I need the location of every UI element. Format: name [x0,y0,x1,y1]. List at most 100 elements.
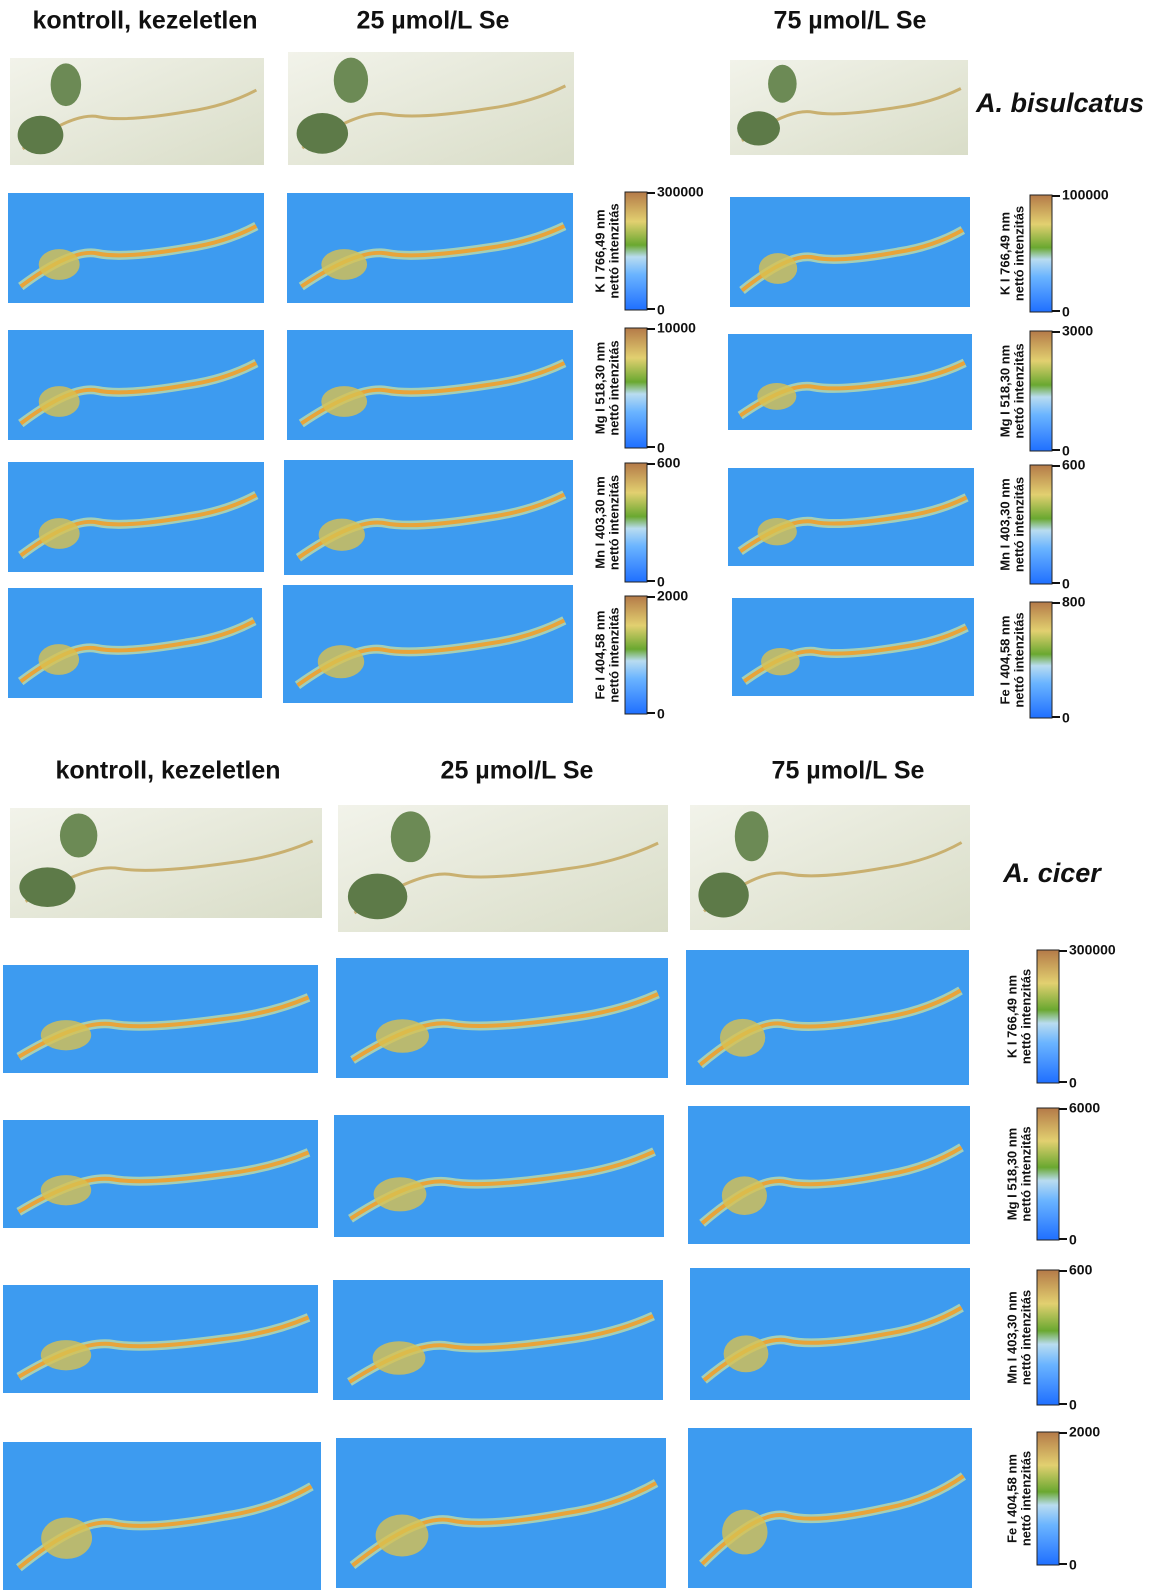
colorbar-max: 300000 [657,184,704,200]
colorbar-label: K I 766,49 nm [1004,975,1019,1058]
intensity-map [287,193,573,303]
leaf [698,873,748,918]
intensity-map [3,1442,321,1590]
colorbar-max: 600 [1069,1262,1093,1278]
map-background [336,1438,666,1588]
leaf [334,58,368,103]
colorbar-min: 0 [1062,710,1070,726]
intensity-map [8,193,264,303]
intensity-map [732,598,974,696]
map-background [728,468,974,566]
map-background [8,330,264,440]
intensity-map [688,1428,972,1588]
intensity-map [3,1120,318,1228]
map-hotspot [759,253,797,284]
map-background [8,462,264,572]
colorbar [1037,1270,1059,1405]
intensity-map [8,330,264,440]
plant-photo [288,52,574,165]
plant-photo [10,58,264,165]
column-header: kontroll, kezeletlen [32,7,257,35]
map-hotspot [41,1020,91,1050]
colorbar-label: K I 766,49 nm [997,212,1012,295]
leaf [297,113,348,154]
colorbar [1030,465,1052,584]
map-hotspot [321,249,367,280]
map-hotspot [41,1175,91,1205]
colorbar-min: 0 [657,440,665,456]
colorbar-label: nettó intenzitás [1011,477,1026,572]
colorbar [1030,602,1052,718]
map-hotspot [39,386,80,417]
colorbar-label: nettó intenzitás [1018,1290,1033,1385]
colorbar [1030,195,1052,312]
species-label: A. cicer [1002,858,1102,888]
leaf [737,111,780,145]
column-header: 25 µmol/L Se [441,757,594,785]
intensity-map [8,588,262,698]
intensity-map [3,965,318,1073]
leaf [60,814,97,858]
colorbar-label: nettó intenzitás [1011,343,1026,438]
colorbar-label: K I 766,49 nm [592,209,607,292]
map-hotspot [376,1515,429,1557]
colorbar-max: 2000 [1069,1424,1100,1440]
map-hotspot [41,1517,92,1558]
colorbar-max: 800 [1062,594,1086,610]
map-hotspot [373,1341,426,1375]
map-background [336,958,668,1078]
colorbar-min: 0 [1062,576,1070,592]
intensity-map [333,1280,663,1400]
leaf [735,811,769,861]
map-background [333,1280,663,1400]
leaf [18,116,64,155]
map-hotspot [39,249,80,280]
map-background [3,1442,321,1590]
intensity-map [284,460,573,575]
colorbar [625,328,647,448]
colorbar-label: nettó intenzitás [1018,1451,1033,1546]
intensity-map [686,950,969,1085]
leaf [391,811,431,862]
leaf [51,63,81,106]
colorbar-max: 6000 [1069,1100,1100,1116]
intensity-map [287,330,573,440]
colorbar-max: 3000 [1062,323,1093,339]
colorbar [1030,331,1052,451]
leaf [768,65,797,103]
map-hotspot [720,1019,765,1057]
map-hotspot [722,1176,767,1215]
colorbar-label: nettó intenzitás [606,607,621,702]
map-background [3,1285,318,1393]
colorbar-min: 0 [1069,1397,1077,1413]
column-header: 75 µmol/L Se [774,7,927,35]
map-background [732,598,974,696]
intensity-map [3,1285,318,1393]
intensity-map [728,334,972,430]
map-background [3,1120,318,1228]
colorbar-min: 0 [657,706,665,722]
map-background [3,965,318,1073]
colorbar-label: Mn I 403,30 nm [1004,1291,1019,1383]
map-hotspot [41,1340,91,1370]
colorbar [625,463,647,582]
plant-photo [690,805,970,930]
map-background [688,1428,972,1588]
colorbar-label: nettó intenzitás [1018,969,1033,1064]
intensity-map [336,1438,666,1588]
map-hotspot [374,1177,427,1211]
colorbar-label: nettó intenzitás [1018,1126,1033,1221]
map-hotspot [38,644,79,675]
colorbar-min: 0 [1062,304,1070,320]
colorbar-label: Fe I 404,58 nm [592,611,607,700]
intensity-map [334,1115,664,1237]
colorbar-label: nettó intenzitás [606,475,621,570]
map-hotspot [758,518,797,545]
intensity-map [728,468,974,566]
intensity-map [283,585,573,703]
colorbar-max: 300000 [1069,942,1116,958]
leaf [19,867,75,907]
colorbar-label: nettó intenzitás [1011,612,1026,707]
map-background [688,1106,970,1244]
map-hotspot [319,519,365,551]
